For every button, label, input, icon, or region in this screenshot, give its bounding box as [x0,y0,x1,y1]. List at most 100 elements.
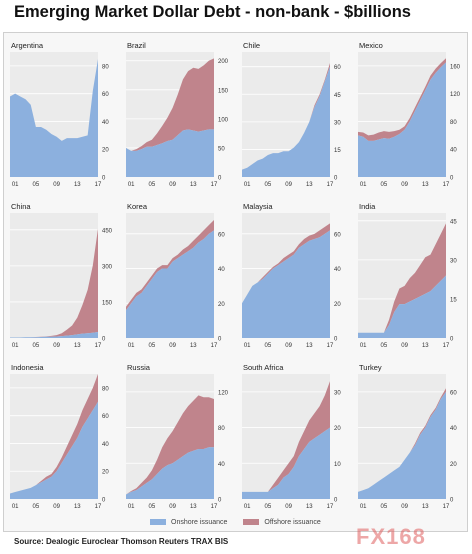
xtick-korea-13: 13 [190,343,197,349]
xtick-indonesia-13: 13 [74,504,81,510]
ytick-chile-60: 60 [334,65,341,71]
chart-title-south-africa: South Africa [243,363,284,372]
chart-mexico: Mexico 0 40 80 120 160 01 05 09 13 17 [358,41,461,188]
area-onshore-korea [126,230,214,338]
ytick-south-africa-20: 20 [334,426,341,432]
xtick-mexico-17: 17 [443,182,450,188]
area-offshore-china [10,228,98,338]
ytick-indonesia-60: 60 [102,414,109,420]
xtick-korea-09: 09 [169,343,176,349]
ytick-south-africa-30: 30 [334,390,341,396]
xtick-brazil-13: 13 [190,182,197,188]
ytick-mexico-40: 40 [450,148,457,154]
xtick-indonesia-01: 01 [12,504,19,510]
xtick-south-africa-09: 09 [285,504,292,510]
area-onshore-south-africa [242,427,330,499]
ytick-india-15: 15 [450,297,457,303]
ytick-mexico-0: 0 [450,176,454,182]
area-onshore-brazil [126,129,214,177]
chart-title-mexico: Mexico [359,41,383,50]
page-title: Emerging Market Dollar Debt - non-bank -… [14,3,411,21]
ytick-brazil-50: 50 [218,146,225,152]
chart-title-argentina: Argentina [11,41,44,50]
xtick-turkey-09: 09 [401,504,408,510]
chart-indonesia: Indonesia 0 20 40 60 80 01 05 09 13 17 [10,363,109,510]
ytick-indonesia-80: 80 [102,386,109,392]
ytick-india-0: 0 [450,337,454,343]
xtick-korea-17: 17 [211,343,218,349]
xtick-russia-17: 17 [211,504,218,510]
ytick-russia-40: 40 [218,462,225,468]
ytick-south-africa-10: 10 [334,462,341,468]
chart-title-turkey: Turkey [359,363,382,372]
xtick-south-africa-05: 05 [265,504,272,510]
xtick-argentina-13: 13 [74,182,81,188]
ytick-turkey-0: 0 [450,498,454,504]
ytick-indonesia-40: 40 [102,442,109,448]
xtick-south-africa-13: 13 [306,504,313,510]
chart-brazil: Brazil 0 50 100 150 200 01 05 09 13 17 [126,41,229,188]
ytick-chile-45: 45 [334,93,341,99]
xtick-brazil-05: 05 [149,182,156,188]
xtick-south-africa-17: 17 [327,504,334,510]
ytick-russia-80: 80 [218,426,225,432]
xtick-korea-01: 01 [128,343,135,349]
xtick-india-13: 13 [422,343,429,349]
ytick-chile-0: 0 [334,176,338,182]
xtick-china-17: 17 [95,343,102,349]
xtick-malaysia-09: 09 [285,343,292,349]
legend-label-offshore: Offshore issuance [264,518,321,526]
ytick-argentina-40: 40 [102,120,109,126]
xtick-indonesia-05: 05 [33,504,40,510]
xtick-south-africa-01: 01 [244,504,251,510]
legend-label-onshore: Onshore issuance [171,518,228,526]
ytick-brazil-0: 0 [218,176,222,182]
xtick-china-09: 09 [53,343,60,349]
ytick-indonesia-0: 0 [102,498,106,504]
area-onshore-india [358,275,446,338]
ytick-argentina-20: 20 [102,148,109,154]
xtick-mexico-09: 09 [401,182,408,188]
xtick-brazil-17: 17 [211,182,218,188]
area-onshore-argentina [10,58,98,177]
xtick-chile-13: 13 [306,182,313,188]
ytick-malaysia-0: 0 [334,337,338,343]
xtick-india-05: 05 [381,343,388,349]
ytick-argentina-0: 0 [102,176,106,182]
chart-korea: Korea 0 20 40 60 01 05 09 13 17 [126,202,225,349]
ytick-korea-0: 0 [218,337,222,343]
chart-south-africa: South Africa 0 10 20 30 01 05 09 13 17 [242,363,341,510]
chart-turkey: Turkey 0 20 40 60 01 05 09 13 17 [358,363,457,510]
chart-title-russia: Russia [127,363,151,372]
xtick-india-01: 01 [360,343,367,349]
xtick-india-17: 17 [443,343,450,349]
xtick-turkey-13: 13 [422,504,429,510]
source-note: Source: Dealogic Euroclear Thomson Reute… [14,537,229,546]
xtick-turkey-01: 01 [360,504,367,510]
area-offshore-brazil [126,58,214,151]
legend: Onshore issuance Offshore issuance [150,516,321,528]
ytick-turkey-40: 40 [450,426,457,432]
xtick-argentina-17: 17 [95,182,102,188]
xtick-brazil-09: 09 [169,182,176,188]
ytick-mexico-120: 120 [450,92,461,98]
area-offshore-india [358,223,446,333]
xtick-korea-05: 05 [149,343,156,349]
xtick-chile-01: 01 [244,182,251,188]
area-offshore-korea [126,219,214,311]
ytick-korea-20: 20 [218,302,225,308]
ytick-brazil-150: 150 [218,88,229,94]
xtick-china-01: 01 [12,343,19,349]
legend-item-offshore: Offshore issuance [243,518,321,526]
xtick-argentina-05: 05 [33,182,40,188]
xtick-malaysia-05: 05 [265,343,272,349]
ytick-india-30: 30 [450,258,457,264]
ytick-china-450: 450 [102,228,113,234]
chart-title-malaysia: Malaysia [243,202,273,211]
chart-title-china: China [11,202,31,211]
chart-argentina: Argentina 0 20 40 60 80 01 05 09 13 17 [10,41,109,188]
chart-malaysia: Malaysia 0 20 40 60 01 05 09 13 17 [242,202,341,349]
watermark: FX168 [356,524,426,549]
xtick-indonesia-09: 09 [53,504,60,510]
